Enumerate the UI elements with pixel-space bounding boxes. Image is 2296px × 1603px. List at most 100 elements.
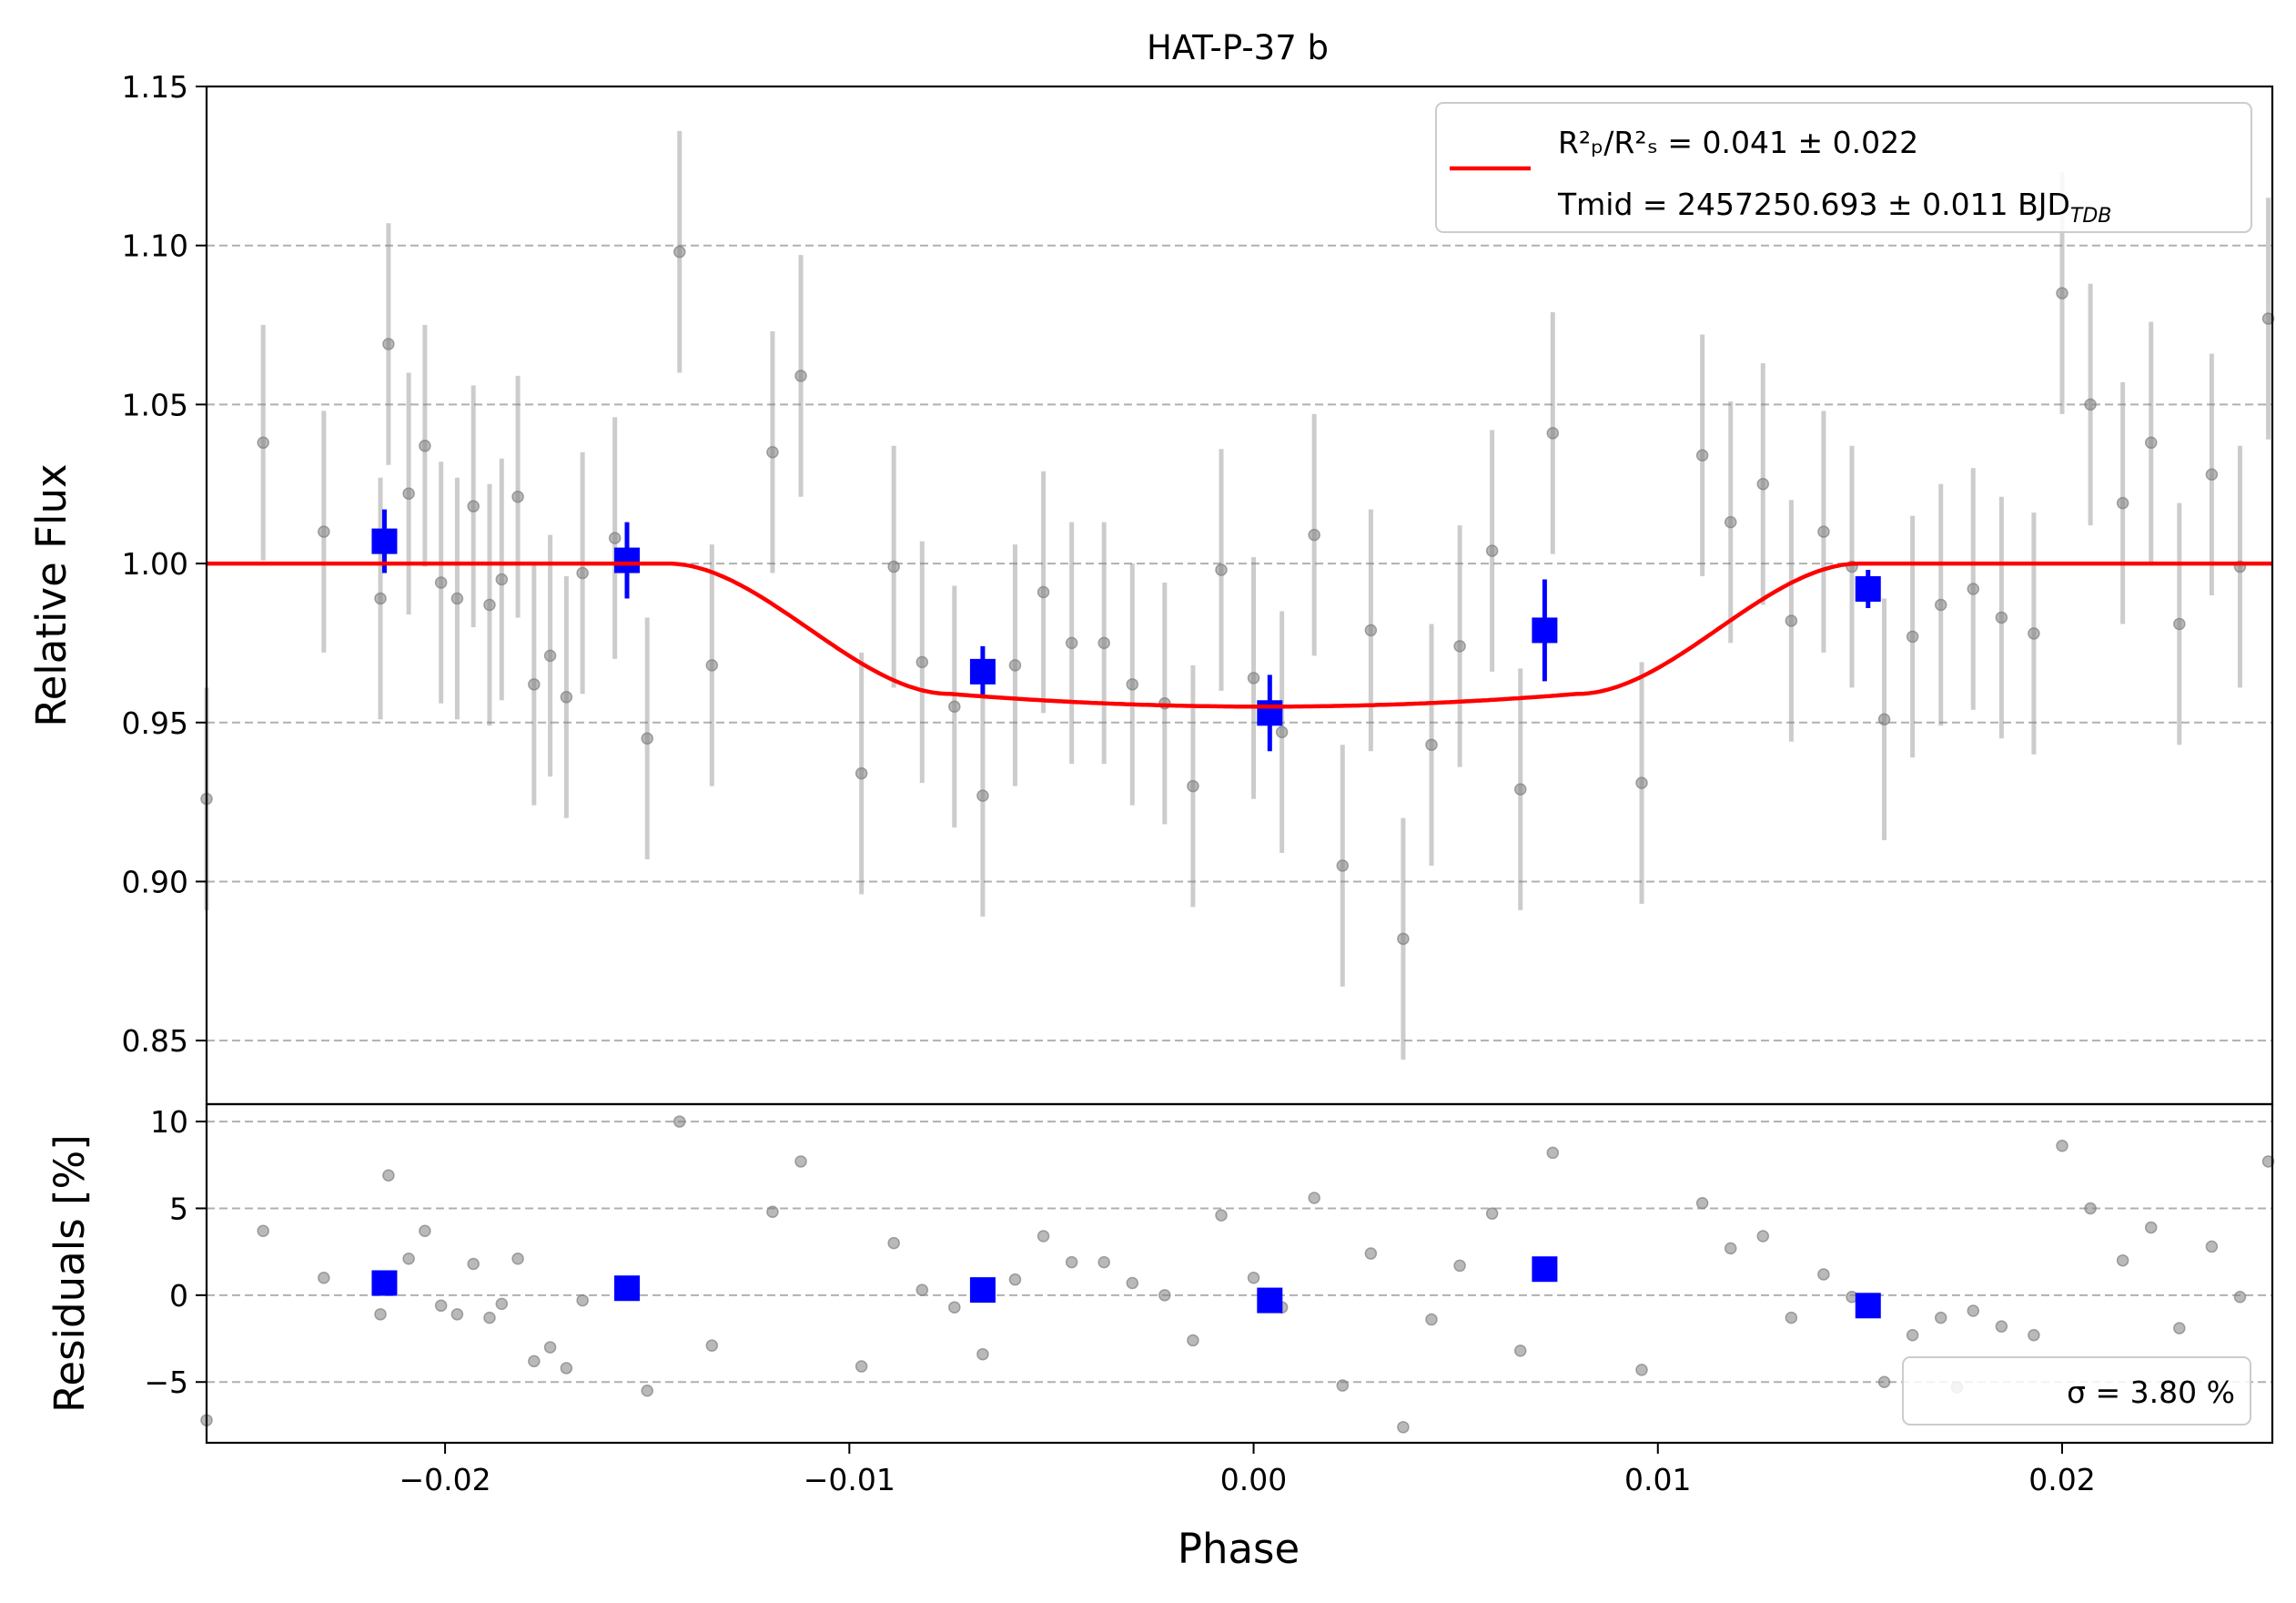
transit-raw-points	[200, 130, 2275, 1060]
transit-binned-points	[371, 509, 1881, 752]
raw-data-point	[1336, 1379, 1350, 1392]
transit-model-line	[207, 561, 2272, 709]
raw-data-point	[766, 446, 779, 459]
y-tick-label: 1.10	[122, 228, 188, 264]
x-tick-label: 0.00	[1220, 1462, 1287, 1497]
raw-data-point	[2028, 1328, 2040, 1342]
raw-data-point	[1877, 1375, 1891, 1388]
raw-data-point	[2173, 617, 2186, 631]
binned-data-point	[1855, 576, 1881, 603]
raw-data-point	[576, 1294, 589, 1307]
raw-data-point	[1364, 624, 1378, 637]
raw-data-point	[2205, 468, 2219, 481]
raw-data-point	[1425, 738, 1438, 751]
raw-data-point	[467, 500, 480, 512]
raw-data-point	[1934, 1311, 1947, 1324]
raw-data-point	[705, 659, 719, 672]
raw-data-point	[673, 245, 686, 259]
raw-data-point	[976, 1347, 989, 1361]
y-tick-label: 1.00	[122, 546, 188, 582]
raw-data-point	[402, 1253, 415, 1265]
transit-legend: R²ₚ/R²ₛ = 0.041 ± 0.022 Tmid = 2457250.6…	[1435, 102, 2252, 233]
residuals-axes-frame	[205, 1102, 2274, 1445]
raw-data-point	[2084, 1202, 2097, 1215]
raw-data-point	[1247, 1272, 1260, 1284]
legend-tmid-text: Tmid = 2457250.693 ± 0.011 BJDTDB	[1557, 187, 2111, 228]
raw-data-point	[1364, 1247, 1378, 1260]
raw-data-point	[511, 1253, 524, 1265]
raw-data-point	[543, 1341, 557, 1354]
raw-data-point	[1485, 1207, 1499, 1220]
residuals-panel: −5 0 5 10 −0.02 −0.01 0.00 0.01 0.02 Residuals …	[46, 1102, 2275, 1573]
raw-data-point	[1037, 1230, 1050, 1243]
binned-data-point	[371, 1270, 398, 1296]
raw-data-point	[1397, 932, 1410, 946]
raw-data-point	[467, 1257, 480, 1271]
raw-data-point	[511, 490, 524, 503]
raw-data-point	[495, 573, 509, 586]
x-axis-label: Phase	[1178, 1525, 1300, 1573]
y-tick-label: 0	[169, 1278, 188, 1314]
raw-data-point	[1158, 1289, 1171, 1302]
raw-data-point	[976, 789, 989, 802]
raw-data-point	[1546, 427, 1560, 440]
legend-depth-text: R²ₚ/R²ₛ = 0.041 ± 0.022	[1558, 125, 1918, 160]
raw-data-point	[1453, 1259, 1466, 1273]
raw-data-point	[1546, 1146, 1560, 1160]
raw-data-point	[1995, 1320, 2008, 1333]
raw-data-point	[2173, 1322, 2186, 1334]
raw-data-point	[1126, 678, 1139, 691]
raw-data-point	[766, 1205, 779, 1219]
residuals-x-ticks: −0.02 −0.01 0.00 0.01 0.02	[400, 1443, 2096, 1497]
raw-data-point	[794, 370, 807, 382]
y-tick-label: 10	[150, 1104, 188, 1140]
raw-data-point	[1967, 1304, 1980, 1317]
raw-data-point	[1934, 598, 1947, 612]
residuals-y-ticks: −5 0 5 10	[144, 1104, 207, 1400]
raw-data-point	[1308, 1192, 1320, 1204]
raw-data-point	[1247, 672, 1260, 685]
binned-data-point	[613, 1275, 640, 1302]
residuals-sigma-text: σ = 3.80 %	[2067, 1375, 2235, 1410]
raw-data-point	[1453, 640, 1466, 653]
raw-data-point	[1008, 1273, 1022, 1286]
legend-tmid-main: Tmid = 2457250.693 ± 0.011 BJD	[1557, 187, 2070, 222]
y-tick-label: 0.95	[122, 705, 188, 741]
raw-data-point	[1336, 859, 1350, 872]
raw-data-point	[419, 440, 431, 452]
raw-data-point	[1724, 1242, 1737, 1255]
raw-data-point	[560, 1362, 573, 1375]
raw-data-point	[318, 525, 330, 538]
residuals-y-axis-label: Residuals [%]	[46, 1134, 94, 1413]
raw-data-point	[1906, 630, 1919, 644]
raw-data-point	[257, 1224, 269, 1238]
binned-data-point	[1532, 617, 1558, 644]
raw-data-point	[1756, 1230, 1770, 1243]
raw-data-point	[495, 1297, 509, 1311]
raw-data-point	[1785, 1311, 1798, 1324]
raw-data-point	[1785, 614, 1798, 627]
transit-y-ticks: 0.85 0.90 0.95 1.00 1.05 1.10 1.15	[122, 69, 207, 1059]
raw-data-point	[1877, 713, 1891, 726]
raw-data-point	[483, 1311, 496, 1324]
raw-data-point	[1215, 563, 1228, 576]
raw-data-point	[450, 592, 464, 605]
raw-data-point	[257, 436, 269, 450]
raw-data-point	[1397, 1421, 1410, 1434]
raw-data-point	[1126, 1276, 1139, 1290]
x-tick-label: −0.01	[804, 1462, 895, 1497]
raw-data-point	[483, 598, 496, 612]
raw-data-point	[705, 1339, 719, 1352]
raw-data-point	[1995, 611, 2008, 624]
raw-data-point	[1756, 477, 1770, 491]
raw-data-point	[2233, 1291, 2247, 1304]
raw-data-point	[673, 1115, 686, 1128]
transit-y-axis-label: Relative Flux	[27, 463, 76, 726]
binned-data-point	[969, 658, 996, 685]
y-tick-label: −5	[144, 1365, 188, 1400]
raw-data-point	[382, 1169, 395, 1182]
raw-data-point	[450, 1308, 464, 1321]
transit-panel: 0.85 0.90 0.95 1.00 1.05 1.10 1.15 Relative Fl…	[27, 69, 2275, 1106]
raw-data-point	[402, 487, 415, 500]
raw-data-point	[1906, 1328, 1919, 1342]
